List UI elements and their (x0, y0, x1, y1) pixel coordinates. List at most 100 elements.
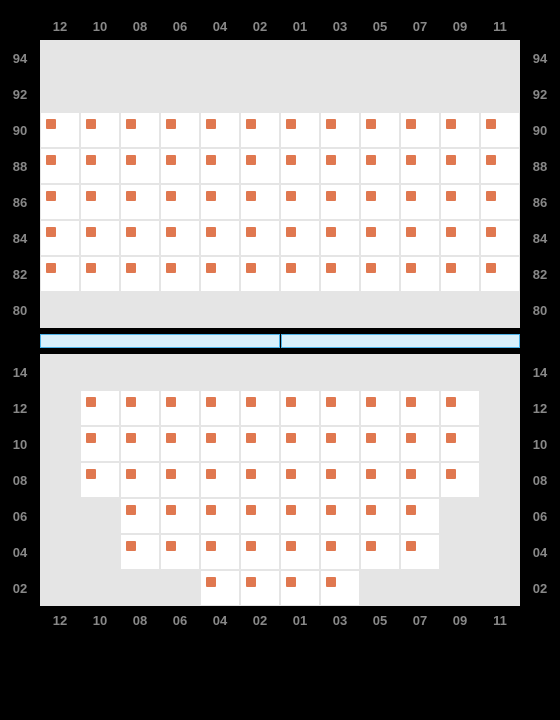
seat-cell[interactable] (160, 220, 200, 256)
seat-cell[interactable] (40, 184, 80, 220)
seat-cell[interactable] (120, 220, 160, 256)
seat-cell[interactable] (240, 498, 280, 534)
seat-cell[interactable] (320, 390, 360, 426)
seat-cell[interactable] (120, 256, 160, 292)
seat-cell[interactable] (480, 256, 520, 292)
seat-cell[interactable] (120, 112, 160, 148)
seat-cell[interactable] (320, 426, 360, 462)
seat-cell[interactable] (80, 462, 120, 498)
seat-cell[interactable] (440, 184, 480, 220)
seat-cell[interactable] (280, 570, 320, 606)
seat-cell[interactable] (160, 184, 200, 220)
seat-cell[interactable] (280, 148, 320, 184)
seat-cell[interactable] (280, 426, 320, 462)
seat-cell[interactable] (480, 220, 520, 256)
seat-cell[interactable] (400, 426, 440, 462)
seat-cell[interactable] (280, 462, 320, 498)
seat-cell[interactable] (120, 498, 160, 534)
seat-cell[interactable] (80, 220, 120, 256)
seat-cell[interactable] (440, 112, 480, 148)
seat-cell[interactable] (400, 498, 440, 534)
seat-cell[interactable] (360, 184, 400, 220)
seat-cell[interactable] (360, 112, 400, 148)
seat-cell[interactable] (160, 426, 200, 462)
seat-cell[interactable] (160, 112, 200, 148)
seat-cell[interactable] (440, 390, 480, 426)
seat-cell[interactable] (400, 534, 440, 570)
seat-cell[interactable] (400, 256, 440, 292)
seat-cell[interactable] (200, 390, 240, 426)
seat-cell[interactable] (480, 112, 520, 148)
seat-cell[interactable] (320, 498, 360, 534)
seat-cell[interactable] (240, 534, 280, 570)
seat-cell[interactable] (240, 184, 280, 220)
seat-cell[interactable] (240, 220, 280, 256)
seat-cell[interactable] (280, 184, 320, 220)
seat-cell[interactable] (240, 256, 280, 292)
seat-cell[interactable] (320, 256, 360, 292)
seat-cell[interactable] (400, 220, 440, 256)
seat-cell[interactable] (80, 184, 120, 220)
seat-cell[interactable] (360, 534, 400, 570)
seat-cell[interactable] (440, 220, 480, 256)
seat-cell[interactable] (320, 570, 360, 606)
seat-cell[interactable] (80, 426, 120, 462)
seat-cell[interactable] (440, 256, 480, 292)
seat-cell[interactable] (160, 462, 200, 498)
seat-cell[interactable] (400, 148, 440, 184)
seat-cell[interactable] (320, 462, 360, 498)
seat-cell[interactable] (280, 390, 320, 426)
seat-cell[interactable] (320, 534, 360, 570)
seat-cell[interactable] (80, 390, 120, 426)
seat-cell[interactable] (400, 390, 440, 426)
seat-cell[interactable] (440, 148, 480, 184)
seat-cell[interactable] (480, 148, 520, 184)
seat-cell[interactable] (80, 256, 120, 292)
seat-cell[interactable] (280, 498, 320, 534)
seat-cell[interactable] (120, 148, 160, 184)
seat-cell[interactable] (360, 426, 400, 462)
seat-cell[interactable] (440, 462, 480, 498)
seat-cell[interactable] (120, 390, 160, 426)
seat-cell[interactable] (160, 256, 200, 292)
seat-cell[interactable] (160, 390, 200, 426)
seat-cell[interactable] (320, 220, 360, 256)
seat-cell[interactable] (160, 534, 200, 570)
seat-cell[interactable] (80, 112, 120, 148)
seat-cell[interactable] (400, 462, 440, 498)
seat-cell[interactable] (240, 426, 280, 462)
seat-cell[interactable] (120, 184, 160, 220)
seat-cell[interactable] (120, 426, 160, 462)
seat-cell[interactable] (360, 498, 400, 534)
seat-cell[interactable] (200, 534, 240, 570)
seat-cell[interactable] (280, 256, 320, 292)
seat-cell[interactable] (120, 534, 160, 570)
seat-cell[interactable] (360, 390, 400, 426)
seat-cell[interactable] (240, 112, 280, 148)
seat-cell[interactable] (200, 256, 240, 292)
seat-cell[interactable] (200, 220, 240, 256)
seat-cell[interactable] (240, 148, 280, 184)
seat-cell[interactable] (280, 534, 320, 570)
seat-cell[interactable] (200, 184, 240, 220)
seat-cell[interactable] (360, 462, 400, 498)
seat-cell[interactable] (400, 112, 440, 148)
seat-cell[interactable] (320, 184, 360, 220)
seat-cell[interactable] (40, 256, 80, 292)
seat-cell[interactable] (280, 220, 320, 256)
seat-cell[interactable] (360, 148, 400, 184)
seat-cell[interactable] (200, 148, 240, 184)
seat-cell[interactable] (240, 570, 280, 606)
seat-cell[interactable] (240, 390, 280, 426)
seat-cell[interactable] (80, 148, 120, 184)
seat-cell[interactable] (200, 426, 240, 462)
seat-cell[interactable] (360, 220, 400, 256)
seat-cell[interactable] (360, 256, 400, 292)
seat-cell[interactable] (240, 462, 280, 498)
seat-cell[interactable] (200, 498, 240, 534)
seat-cell[interactable] (200, 462, 240, 498)
seat-cell[interactable] (160, 148, 200, 184)
seat-cell[interactable] (280, 112, 320, 148)
seat-cell[interactable] (200, 112, 240, 148)
seat-cell[interactable] (440, 426, 480, 462)
